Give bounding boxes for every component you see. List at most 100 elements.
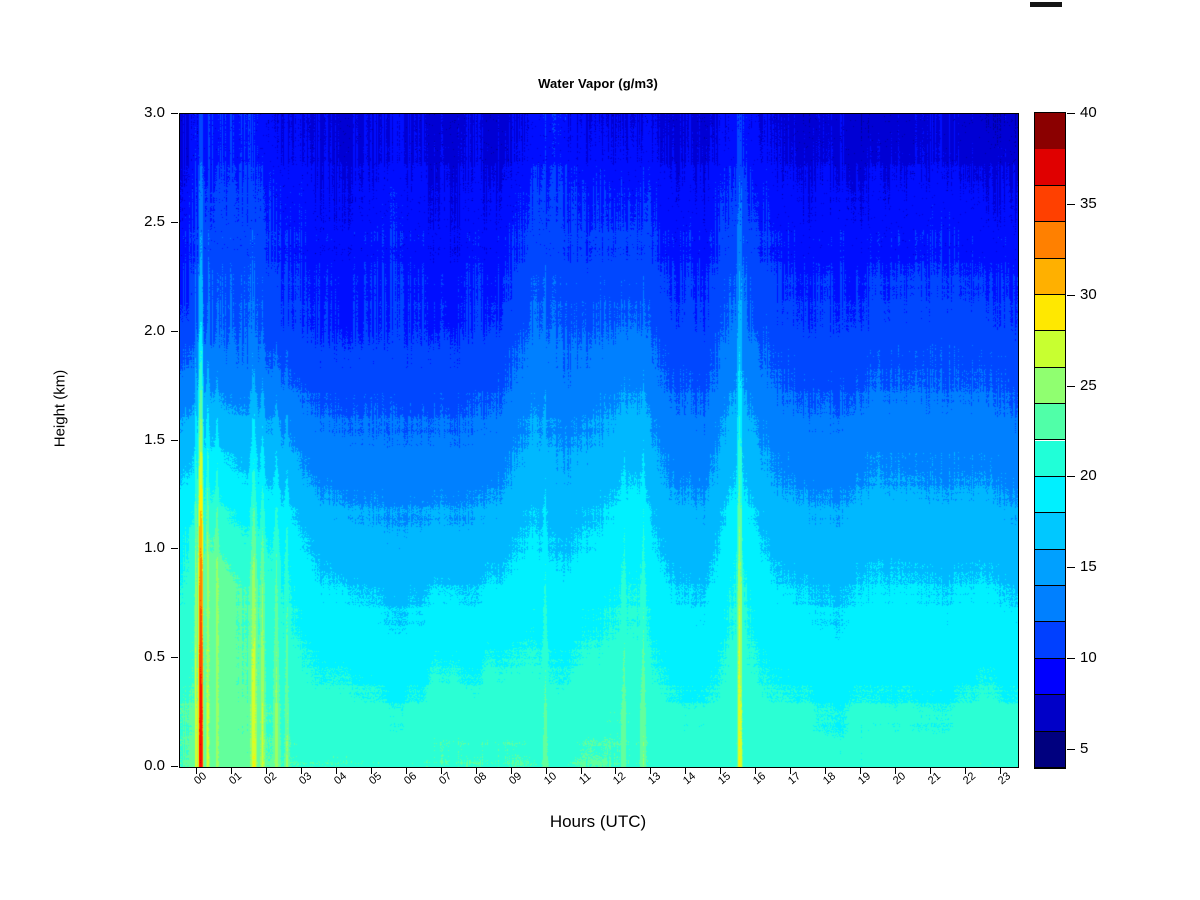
x-tick-mark [405,767,407,774]
x-tick-label: 19 [855,770,873,788]
x-tick-label: 16 [751,770,769,788]
x-tick-label: 21 [925,770,943,788]
y-tick-label: 0.0 [144,757,165,774]
y-tick-label: 1.5 [144,430,165,448]
x-tick-label: 13 [646,770,664,788]
colorbar-block [1035,367,1065,405]
x-tick-label: 06 [401,770,420,788]
y-tick-mark [171,113,178,114]
x-tick-mark [859,767,861,774]
y-tick-mark [171,766,178,767]
colorbar-block [1035,294,1065,332]
x-tick-mark [650,767,652,774]
colorbar-tick-mark [1067,658,1075,659]
x-tick-label: 07 [436,770,454,788]
y-tick-label-wrap: 0.5 [110,649,165,664]
x-tick-label: 04 [332,770,350,788]
x-tick-mark [790,767,792,774]
x-tick-mark [196,767,198,774]
x-tick-mark [475,767,477,774]
x-tick-mark [964,767,966,774]
x-tick-mark [824,767,826,774]
colorbar-block [1035,440,1065,477]
colorbar-tick-label: 10 [1080,649,1097,666]
y-tick-label-wrap: 1.0 [110,540,165,555]
colorbar-block [1035,476,1065,514]
y-tick-label-wrap: 3.0 [110,105,165,120]
x-tick-mark [231,767,233,774]
colorbar-tick-label: 35 [1080,194,1097,212]
heatmap-panel [179,113,1019,768]
y-tick-mark [171,330,178,332]
y-axis-title: Height (km) [51,369,69,448]
y-tick-label-wrap: 0.0 [110,758,165,773]
colorbar-block [1035,586,1065,623]
x-tick-label: 08 [471,770,489,788]
y-tick-label: 2.0 [144,321,165,339]
x-tick-mark [371,767,373,774]
colorbar-block [1035,622,1065,659]
x-tick-label: 02 [262,770,280,788]
x-tick-mark [685,767,687,774]
y-tick-mark [171,439,178,441]
x-tick-label: 22 [960,770,978,788]
colorbar-block [1035,331,1065,368]
colorbar-tick-label: 20 [1080,467,1097,485]
x-tick-label: 23 [995,770,1013,788]
colorbar-block [1035,149,1065,186]
colorbar-tick-label: 40 [1080,104,1097,121]
y-tick-label-wrap: 2.5 [110,214,165,229]
y-tick-mark [171,221,178,223]
colorbar-block [1035,113,1065,150]
colorbar-tick-mark [1067,385,1075,387]
x-tick-label: 17 [786,770,804,788]
x-tick-mark [266,767,268,774]
x-tick-label: 00 [192,770,210,788]
x-tick-label: 10 [541,770,559,788]
colorbar-tick-label: 15 [1080,558,1097,576]
x-tick-label: 20 [890,770,908,788]
x-tick-mark [615,767,617,774]
top-edge-artifact [1030,2,1062,7]
y-tick-label: 2.5 [144,212,165,230]
colorbar-block [1035,695,1065,732]
x-tick-label: 11 [576,770,593,788]
colorbar-block [1035,731,1065,768]
colorbar-block [1035,258,1065,295]
y-tick-label-wrap: 1.5 [110,432,165,447]
y-tick-mark [171,657,178,659]
x-tick-label: 09 [506,770,524,788]
colorbar-block [1035,222,1065,259]
y-tick-mark [171,548,178,550]
x-tick-label: 05 [367,770,385,788]
x-tick-mark [720,767,722,774]
colorbar-tick-label: 30 [1080,285,1097,303]
y-tick-label: 0.5 [144,648,165,666]
y-tick-label: 1.0 [144,539,165,557]
y-tick-label-wrap: 2.0 [110,323,165,338]
colorbar-tick-mark [1067,748,1075,750]
x-tick-mark [929,767,931,774]
x-tick-mark [894,767,896,774]
y-tick-label: 3.0 [144,104,165,121]
colorbar-tick-label: 5 [1080,739,1089,757]
colorbar [1034,112,1066,769]
colorbar-block [1035,513,1065,550]
colorbar-block [1035,658,1065,696]
colorbar-block [1035,404,1065,441]
x-tick-label: 14 [681,770,699,788]
x-tick-mark [580,767,582,774]
page-title: Water Vapor (g/m3) [538,76,658,91]
x-tick-label: 12 [611,770,629,788]
colorbar-tick-mark [1067,294,1075,296]
colorbar-tick-label: 25 [1080,376,1097,394]
x-axis-title: Hours (UTC) [549,812,647,831]
colorbar-tick-mark [1067,567,1075,569]
heatmap-image [180,114,1018,767]
colorbar-tick-mark [1067,113,1075,114]
x-tick-mark [336,767,338,774]
x-tick-mark [510,767,512,774]
x-tick-mark [545,767,547,774]
colorbar-tick-mark [1067,476,1075,478]
colorbar-block [1035,185,1065,223]
